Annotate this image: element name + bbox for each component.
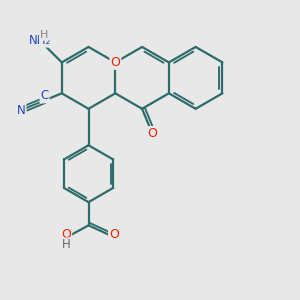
- Text: H: H: [40, 30, 48, 40]
- Text: N: N: [17, 103, 26, 117]
- Text: C: C: [40, 89, 49, 103]
- Text: O: O: [109, 228, 119, 241]
- Text: O: O: [61, 228, 71, 241]
- Text: H: H: [62, 238, 70, 251]
- Text: O: O: [147, 127, 157, 140]
- Text: O: O: [110, 56, 120, 69]
- Text: NH₂: NH₂: [28, 34, 51, 47]
